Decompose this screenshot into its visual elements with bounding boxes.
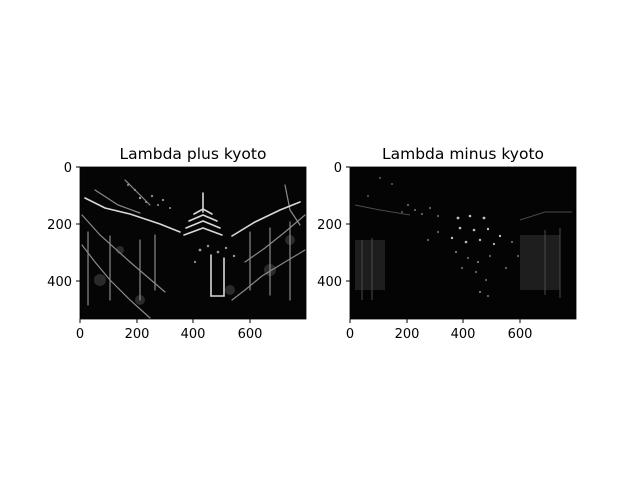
y-axis-right: 0 200 400 xyxy=(317,161,350,290)
image-right xyxy=(350,167,576,319)
x-axis-left: 0 200 400 600 xyxy=(76,319,263,342)
x-tick-right-0: 0 xyxy=(346,327,354,342)
image-left xyxy=(80,167,306,319)
y-tick-right-0: 0 xyxy=(334,161,342,176)
y-tick-left-0: 0 xyxy=(64,161,72,176)
x-tick-right-3: 600 xyxy=(508,327,533,342)
y-tick-right-1: 200 xyxy=(317,218,342,233)
panel-right-title: Lambda minus kyoto xyxy=(382,145,544,163)
x-tick-left-2: 400 xyxy=(181,327,206,342)
y-axis-left: 0 200 400 xyxy=(47,161,80,290)
y-tick-right-2: 400 xyxy=(317,275,342,290)
x-tick-left-1: 200 xyxy=(125,327,150,342)
x-tick-left-3: 600 xyxy=(238,327,263,342)
y-tick-left-1: 200 xyxy=(47,218,72,233)
panel-right: Lambda minus kyoto xyxy=(317,145,577,342)
x-axis-right: 0 200 400 600 xyxy=(346,319,533,342)
x-tick-right-2: 400 xyxy=(451,327,476,342)
panel-left-title: Lambda plus kyoto xyxy=(120,145,267,163)
panel-left: Lambda plus kyoto xyxy=(47,145,307,342)
y-tick-left-2: 400 xyxy=(47,275,72,290)
x-tick-left-0: 0 xyxy=(76,327,84,342)
x-tick-right-1: 200 xyxy=(395,327,420,342)
